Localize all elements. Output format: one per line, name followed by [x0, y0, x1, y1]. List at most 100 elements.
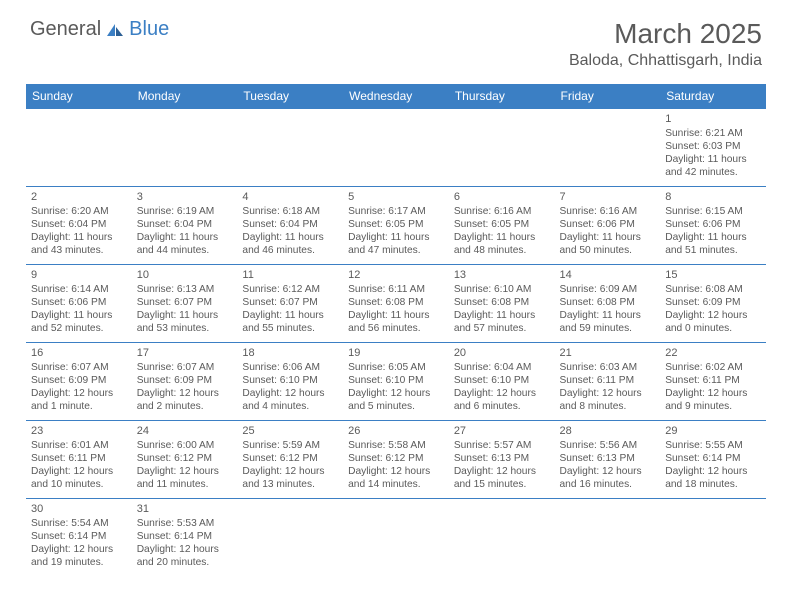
sunset-text: Sunset: 6:03 PM	[665, 140, 761, 153]
weekday-header: Monday	[132, 84, 238, 109]
weekday-header: Friday	[555, 84, 661, 109]
sunrise-text: Sunrise: 6:02 AM	[665, 361, 761, 374]
daylight-text: Daylight: 12 hours and 0 minutes.	[665, 309, 761, 335]
sunrise-text: Sunrise: 5:57 AM	[454, 439, 550, 452]
daylight-text: Daylight: 12 hours and 11 minutes.	[137, 465, 233, 491]
day-number: 21	[560, 346, 656, 360]
daylight-text: Daylight: 12 hours and 2 minutes.	[137, 387, 233, 413]
daylight-text: Daylight: 11 hours and 51 minutes.	[665, 231, 761, 257]
daylight-text: Daylight: 12 hours and 16 minutes.	[560, 465, 656, 491]
sunset-text: Sunset: 6:04 PM	[242, 218, 338, 231]
sunrise-text: Sunrise: 6:10 AM	[454, 283, 550, 296]
calendar-row: 23Sunrise: 6:01 AMSunset: 6:11 PMDayligh…	[26, 421, 766, 499]
sunset-text: Sunset: 6:11 PM	[31, 452, 127, 465]
sunset-text: Sunset: 6:06 PM	[31, 296, 127, 309]
calendar-cell	[237, 109, 343, 187]
sunrise-text: Sunrise: 5:58 AM	[348, 439, 444, 452]
daylight-text: Daylight: 12 hours and 8 minutes.	[560, 387, 656, 413]
sunset-text: Sunset: 6:13 PM	[454, 452, 550, 465]
day-number: 13	[454, 268, 550, 282]
logo-sail-icon	[105, 23, 125, 37]
sunrise-text: Sunrise: 6:14 AM	[31, 283, 127, 296]
calendar-cell: 21Sunrise: 6:03 AMSunset: 6:11 PMDayligh…	[555, 343, 661, 421]
calendar-cell: 25Sunrise: 5:59 AMSunset: 6:12 PMDayligh…	[237, 421, 343, 499]
daylight-text: Daylight: 11 hours and 48 minutes.	[454, 231, 550, 257]
sunrise-text: Sunrise: 6:13 AM	[137, 283, 233, 296]
calendar-cell: 5Sunrise: 6:17 AMSunset: 6:05 PMDaylight…	[343, 187, 449, 265]
day-number: 9	[31, 268, 127, 282]
sunrise-text: Sunrise: 6:12 AM	[242, 283, 338, 296]
day-number: 15	[665, 268, 761, 282]
sunrise-text: Sunrise: 5:53 AM	[137, 517, 233, 530]
daylight-text: Daylight: 11 hours and 47 minutes.	[348, 231, 444, 257]
sunrise-text: Sunrise: 6:17 AM	[348, 205, 444, 218]
day-number: 30	[31, 502, 127, 516]
day-number: 4	[242, 190, 338, 204]
day-number: 14	[560, 268, 656, 282]
sunrise-text: Sunrise: 6:19 AM	[137, 205, 233, 218]
calendar-cell: 20Sunrise: 6:04 AMSunset: 6:10 PMDayligh…	[449, 343, 555, 421]
day-number: 11	[242, 268, 338, 282]
calendar-cell: 29Sunrise: 5:55 AMSunset: 6:14 PMDayligh…	[660, 421, 766, 499]
day-number: 3	[137, 190, 233, 204]
calendar-cell: 10Sunrise: 6:13 AMSunset: 6:07 PMDayligh…	[132, 265, 238, 343]
logo: General Blue	[30, 18, 169, 41]
calendar-cell: 13Sunrise: 6:10 AMSunset: 6:08 PMDayligh…	[449, 265, 555, 343]
sunset-text: Sunset: 6:05 PM	[348, 218, 444, 231]
day-number: 26	[348, 424, 444, 438]
day-number: 10	[137, 268, 233, 282]
daylight-text: Daylight: 12 hours and 18 minutes.	[665, 465, 761, 491]
sunrise-text: Sunrise: 6:03 AM	[560, 361, 656, 374]
calendar-cell: 7Sunrise: 6:16 AMSunset: 6:06 PMDaylight…	[555, 187, 661, 265]
sunset-text: Sunset: 6:07 PM	[242, 296, 338, 309]
sunrise-text: Sunrise: 6:00 AM	[137, 439, 233, 452]
daylight-text: Daylight: 11 hours and 44 minutes.	[137, 231, 233, 257]
sunset-text: Sunset: 6:06 PM	[665, 218, 761, 231]
sunrise-text: Sunrise: 6:20 AM	[31, 205, 127, 218]
sunset-text: Sunset: 6:10 PM	[348, 374, 444, 387]
sunset-text: Sunset: 6:14 PM	[137, 530, 233, 543]
calendar-row: 2Sunrise: 6:20 AMSunset: 6:04 PMDaylight…	[26, 187, 766, 265]
sunset-text: Sunset: 6:13 PM	[560, 452, 656, 465]
day-number: 16	[31, 346, 127, 360]
day-number: 19	[348, 346, 444, 360]
day-number: 1	[665, 112, 761, 126]
day-number: 31	[137, 502, 233, 516]
calendar-cell: 22Sunrise: 6:02 AMSunset: 6:11 PMDayligh…	[660, 343, 766, 421]
daylight-text: Daylight: 12 hours and 13 minutes.	[242, 465, 338, 491]
weekday-header: Saturday	[660, 84, 766, 109]
calendar-cell	[555, 499, 661, 577]
calendar-cell: 3Sunrise: 6:19 AMSunset: 6:04 PMDaylight…	[132, 187, 238, 265]
day-number: 12	[348, 268, 444, 282]
day-number: 28	[560, 424, 656, 438]
sunset-text: Sunset: 6:10 PM	[242, 374, 338, 387]
daylight-text: Daylight: 12 hours and 14 minutes.	[348, 465, 444, 491]
calendar-cell	[26, 109, 132, 187]
weekday-header: Tuesday	[237, 84, 343, 109]
sunset-text: Sunset: 6:14 PM	[31, 530, 127, 543]
calendar-cell: 1Sunrise: 6:21 AMSunset: 6:03 PMDaylight…	[660, 109, 766, 187]
sunrise-text: Sunrise: 6:08 AM	[665, 283, 761, 296]
day-number: 23	[31, 424, 127, 438]
day-number: 6	[454, 190, 550, 204]
calendar-table: Sunday Monday Tuesday Wednesday Thursday…	[26, 84, 766, 577]
calendar-cell: 9Sunrise: 6:14 AMSunset: 6:06 PMDaylight…	[26, 265, 132, 343]
daylight-text: Daylight: 11 hours and 59 minutes.	[560, 309, 656, 335]
day-number: 27	[454, 424, 550, 438]
sunset-text: Sunset: 6:12 PM	[242, 452, 338, 465]
sunrise-text: Sunrise: 6:16 AM	[560, 205, 656, 218]
daylight-text: Daylight: 12 hours and 19 minutes.	[31, 543, 127, 569]
calendar-row: 9Sunrise: 6:14 AMSunset: 6:06 PM Daylight…	[26, 265, 766, 343]
sunrise-text: Sunrise: 6:01 AM	[31, 439, 127, 452]
calendar-row: 1Sunrise: 6:21 AMSunset: 6:03 PMDaylight…	[26, 109, 766, 187]
sunrise-text: Sunrise: 6:06 AM	[242, 361, 338, 374]
sunset-text: Sunset: 6:04 PM	[137, 218, 233, 231]
daylight-text: Daylight: 12 hours and 10 minutes.	[31, 465, 127, 491]
sunrise-text: Sunrise: 6:11 AM	[348, 283, 444, 296]
daylight-text: Daylight: 11 hours and 46 minutes.	[242, 231, 338, 257]
sunset-text: Sunset: 6:08 PM	[348, 296, 444, 309]
calendar-cell: 27Sunrise: 5:57 AMSunset: 6:13 PMDayligh…	[449, 421, 555, 499]
sunset-text: Sunset: 6:09 PM	[31, 374, 127, 387]
daylight-text: Daylight: 12 hours and 5 minutes.	[348, 387, 444, 413]
calendar-cell: 31Sunrise: 5:53 AMSunset: 6:14 PMDayligh…	[132, 499, 238, 577]
